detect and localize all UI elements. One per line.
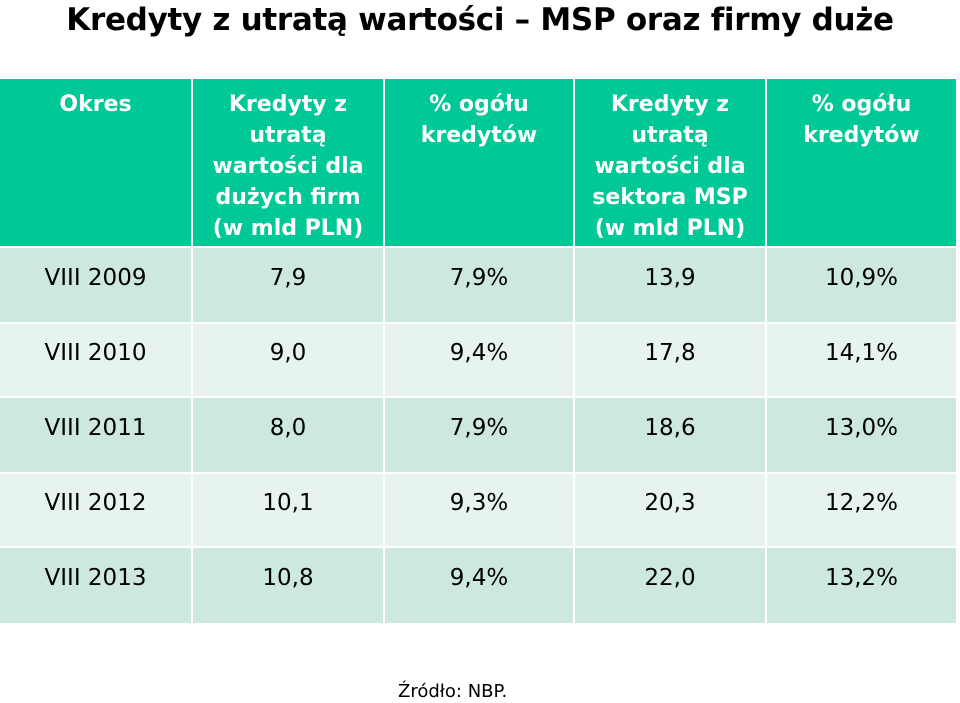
header-sme-share: % ogółu kredytów	[766, 79, 956, 247]
cell-sme-impaired: 17,8	[574, 322, 767, 397]
header-large-firms-share: % ogółu kredytów	[384, 79, 575, 247]
header-period: Okres	[0, 79, 193, 247]
cell-sme-share: 13,0%	[766, 396, 956, 473]
cell-large-firms-impaired: 10,1	[192, 472, 385, 547]
cell-sme-impaired: 22,0	[574, 546, 767, 623]
cell-large-firms-impaired: 10,8	[192, 546, 385, 623]
page-title: Kredyty z utratą wartości – MSP oraz fir…	[66, 2, 894, 38]
cell-period: VIII 2013	[0, 546, 193, 623]
source-note: Źródło: NBP.	[398, 681, 508, 702]
cell-period: VIII 2010	[0, 322, 193, 397]
table-header-row: Okres Kredyty z utratą wartości dla duży…	[0, 79, 956, 247]
header-sme-impaired: Kredyty z utratą wartości dla sektora MS…	[574, 79, 767, 247]
cell-sme-share: 10,9%	[766, 246, 956, 323]
table-row: VIII 2013 10,8 9,4% 22,0 13,2%	[0, 546, 956, 623]
cell-sme-impaired: 20,3	[574, 472, 767, 547]
cell-large-firms-impaired: 9,0	[192, 322, 385, 397]
table-row: VIII 2012 10,1 9,3% 20,3 12,2%	[0, 472, 956, 547]
table-row: VIII 2010 9,0 9,4% 17,8 14,1%	[0, 322, 956, 397]
cell-large-firms-share: 7,9%	[384, 396, 575, 473]
cell-large-firms-share: 9,4%	[384, 546, 575, 623]
cell-sme-impaired: 18,6	[574, 396, 767, 473]
cell-large-firms-impaired: 8,0	[192, 396, 385, 473]
cell-period: VIII 2012	[0, 472, 193, 547]
cell-period: VIII 2011	[0, 396, 193, 473]
cell-sme-share: 14,1%	[766, 322, 956, 397]
cell-large-firms-share: 7,9%	[384, 246, 575, 323]
cell-large-firms-impaired: 7,9	[192, 246, 385, 323]
header-large-firms-impaired: Kredyty z utratą wartości dla dużych fir…	[192, 79, 385, 247]
table-row: VIII 2009 7,9 7,9% 13,9 10,9%	[0, 246, 956, 323]
cell-large-firms-share: 9,3%	[384, 472, 575, 547]
cell-sme-impaired: 13,9	[574, 246, 767, 323]
cell-sme-share: 12,2%	[766, 472, 956, 547]
data-table: Okres Kredyty z utratą wartości dla duży…	[0, 79, 956, 623]
cell-sme-share: 13,2%	[766, 546, 956, 623]
table-row: VIII 2011 8,0 7,9% 18,6 13,0%	[0, 396, 956, 473]
cell-period: VIII 2009	[0, 246, 193, 323]
cell-large-firms-share: 9,4%	[384, 322, 575, 397]
